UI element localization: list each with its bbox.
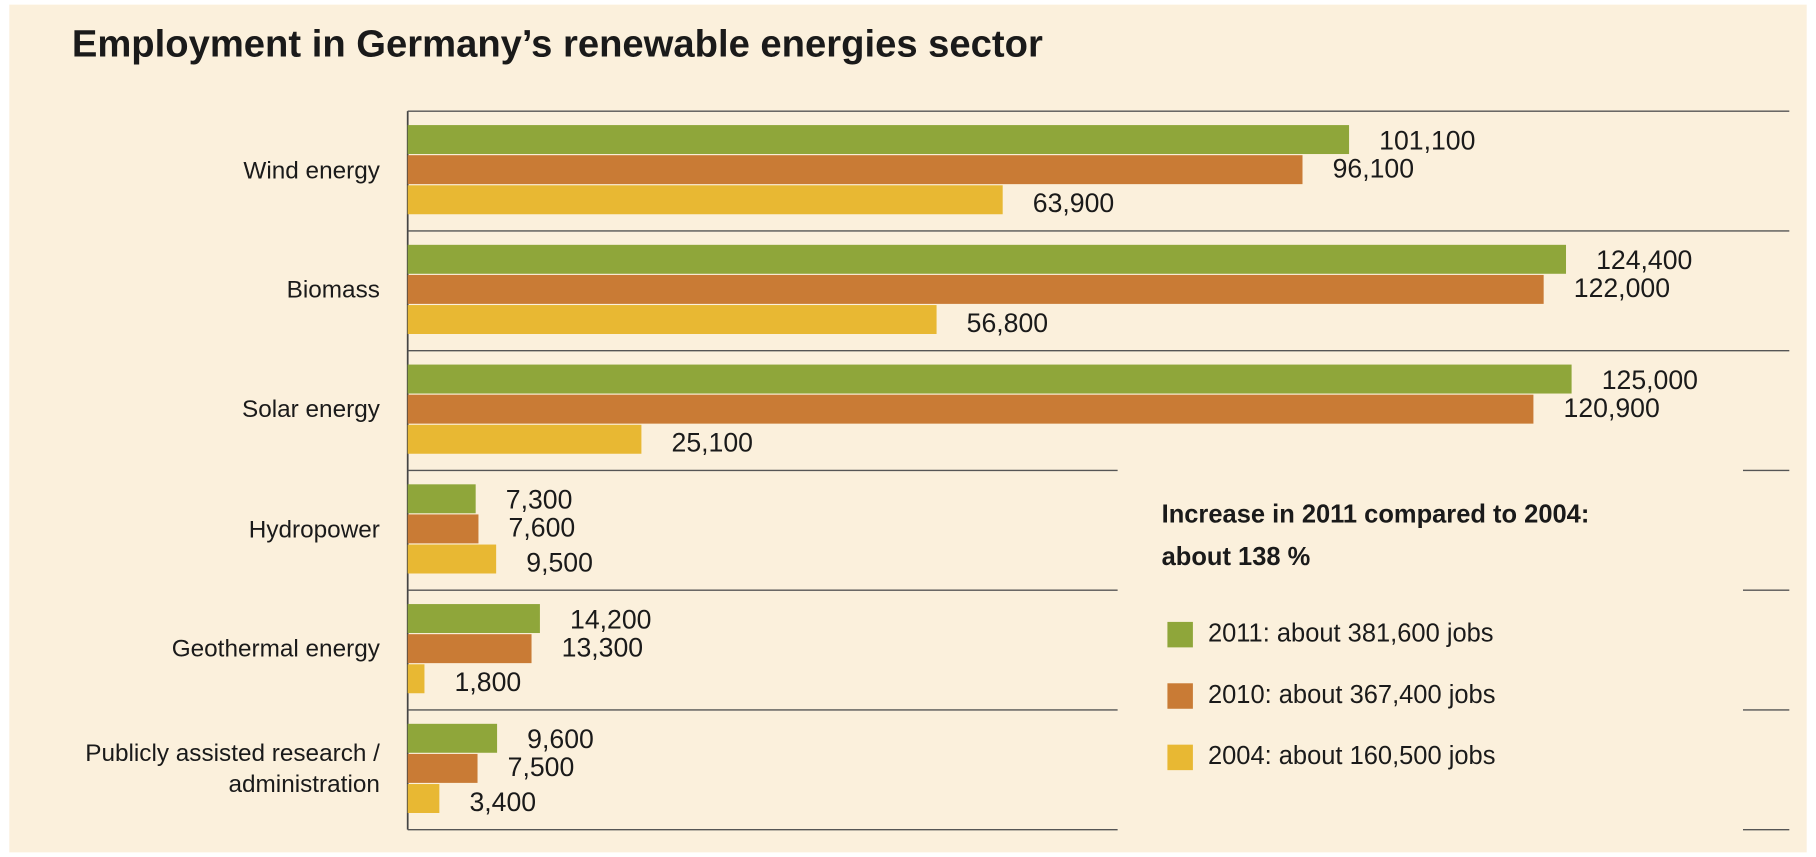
category-label: Publicly assisted research / administrat… [85, 740, 380, 798]
bar [407, 305, 937, 334]
value-label: 13,300 [562, 632, 643, 662]
bar [407, 753, 478, 783]
legend-label: 2010: about 367,400 jobs [1208, 681, 1495, 709]
value-label: 96,100 [1333, 153, 1414, 183]
bar [407, 394, 1534, 424]
category-label-box: Solar energy [241, 396, 380, 424]
bar [407, 484, 476, 514]
legend-swatch [1167, 744, 1193, 771]
chart-title: Employment in Germany’s renewable energi… [72, 22, 1043, 65]
category-label: Hydropower [248, 516, 380, 543]
value-label: 1,800 [455, 667, 522, 697]
legend-swatch [1167, 621, 1193, 648]
bar [407, 424, 642, 454]
bar [407, 723, 498, 753]
bar [407, 604, 540, 634]
value-label: 101,100 [1379, 125, 1475, 155]
value-label: 56,800 [967, 308, 1048, 338]
category-label-box: Wind energy [243, 156, 380, 184]
value-label: 7,300 [506, 485, 573, 515]
bar [407, 244, 1567, 274]
value-label: 9,500 [526, 547, 593, 577]
value-label: 7,600 [509, 513, 576, 543]
bar [407, 185, 1003, 215]
bar [407, 784, 440, 813]
legend-label: 2004: about 160,500 jobs [1208, 742, 1495, 770]
value-label: 9,600 [527, 724, 594, 754]
value-label: 63,900 [1033, 188, 1114, 218]
value-label: 124,400 [1596, 245, 1692, 275]
bar [407, 274, 1544, 304]
value-label: 14,200 [570, 604, 651, 634]
value-label: 25,100 [672, 428, 753, 458]
value-label: 125,000 [1602, 365, 1698, 395]
category-label: Biomass [286, 276, 380, 304]
bar [407, 125, 1350, 155]
bar [407, 634, 532, 664]
category-label-box: Hydropower [248, 516, 380, 543]
bar [407, 364, 1572, 394]
annotation: Increase in 2011 compared to 2004: about… [1161, 499, 1590, 572]
legend-swatch [1167, 683, 1193, 709]
bar [407, 155, 1303, 185]
category-label-box: Geothermal energy [171, 635, 380, 663]
category-label: Wind energy [243, 156, 380, 184]
bar [407, 544, 497, 574]
annotation-box: Increase in 2011 compared to 2004: about… [1161, 499, 1590, 572]
category-label-box: Publicly assisted research / administrat… [85, 740, 380, 798]
bar [407, 514, 479, 544]
value-label: 3,400 [469, 787, 536, 817]
category-label: Geothermal energy [171, 635, 380, 663]
legend-label: 2011: about 381,600 jobs [1208, 619, 1494, 647]
value-label: 120,900 [1564, 393, 1660, 423]
bar [407, 664, 425, 694]
category-label-box: Biomass [286, 276, 380, 304]
value-label: 7,500 [508, 752, 575, 782]
value-label: 122,000 [1574, 273, 1670, 303]
category-label: Solar energy [241, 396, 380, 424]
